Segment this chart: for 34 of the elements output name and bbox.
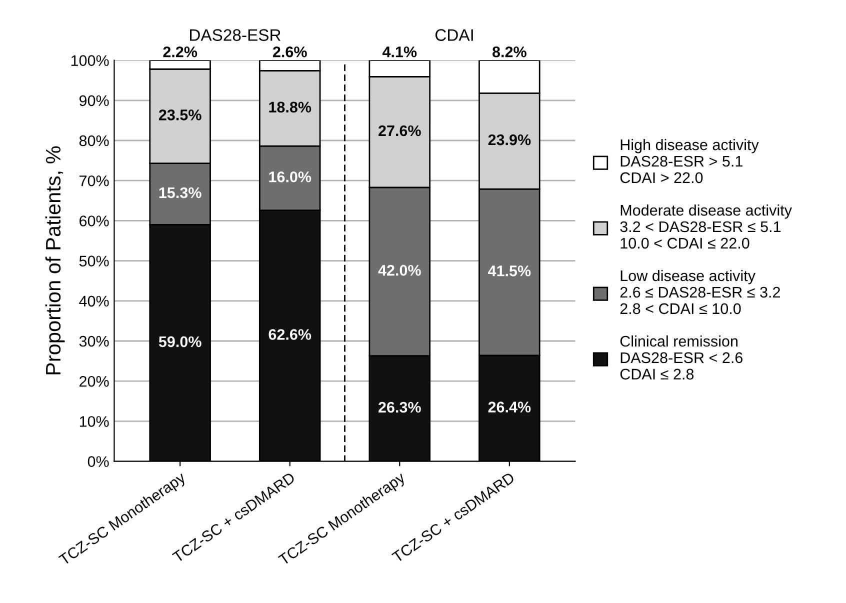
data-label: 26.4% bbox=[488, 402, 531, 412]
y-tick-label: 10% bbox=[80, 416, 109, 427]
y-tick-label: 60% bbox=[80, 216, 109, 226]
data-label: 27.6% bbox=[378, 125, 421, 136]
data-label: 62.6% bbox=[268, 329, 312, 340]
data-label: 2.2% bbox=[163, 46, 198, 58]
y-tick-label: 0% bbox=[88, 456, 109, 467]
text: CDAI bbox=[435, 29, 473, 41]
y-tick-label: 20% bbox=[80, 376, 109, 387]
legend-label: Low disease activity 2.6 ≤ DAS28-ESR ≤ 3.2 2.8 < CDAI ≤ 10.0 bbox=[620, 270, 780, 314]
data-label: 23.9% bbox=[488, 134, 531, 146]
data-label: 23.5% bbox=[158, 110, 202, 120]
data-label: 8.2% bbox=[492, 46, 526, 58]
data-label: 16.0% bbox=[269, 171, 312, 182]
y-axis-title: Proportion of Patients, % bbox=[45, 146, 65, 374]
data-label: 41.5% bbox=[488, 266, 531, 276]
legend-label: Clinical remission DAS28-ESR < 2.6 CDAI ≤ 2.8 bbox=[620, 335, 742, 380]
legend-label: High disease activity DAS28-ESR > 5.1 CDAI > 22.0 bbox=[620, 138, 759, 184]
data-label: 4.1% bbox=[382, 46, 417, 58]
data-label: 15.3% bbox=[159, 187, 202, 198]
y-tick-label: 80% bbox=[79, 135, 109, 146]
y-tick-label: 70% bbox=[80, 175, 109, 186]
y-tick-label: 40% bbox=[79, 296, 109, 307]
legend-label: Moderate disease activity 3.2 < DAS28-ESR ≤ 5.1 10.0 < CDAI ≤ 22.0 bbox=[620, 204, 792, 249]
data-label: 26.3% bbox=[378, 402, 421, 413]
y-tick-label: 100% bbox=[71, 55, 109, 66]
data-label: 59.0% bbox=[158, 336, 202, 348]
data-label: 18.8% bbox=[269, 102, 312, 113]
data-label: 42.0% bbox=[378, 264, 421, 276]
y-tick-label: 90% bbox=[79, 95, 109, 106]
data-label: 2.6% bbox=[272, 46, 307, 58]
text: DAS28-ESR bbox=[190, 29, 281, 41]
y-tick-label: 50% bbox=[79, 256, 109, 266]
y-tick-label: 30% bbox=[79, 336, 109, 347]
